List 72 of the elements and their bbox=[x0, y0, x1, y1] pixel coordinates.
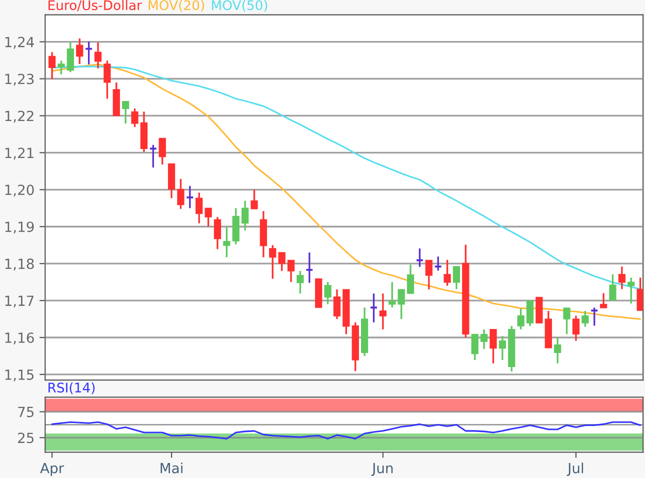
y-tick-label: 1,18 bbox=[5, 258, 34, 270]
candlestick bbox=[94, 42, 102, 70]
x-tick-label: Jun bbox=[371, 463, 393, 476]
y-tick-label: 1,19 bbox=[5, 222, 34, 234]
candlestick bbox=[148, 144, 158, 168]
candlestick bbox=[48, 51, 56, 80]
candlestick bbox=[122, 100, 130, 124]
candlestick bbox=[158, 137, 166, 166]
candlestick bbox=[278, 252, 286, 272]
candlestick bbox=[204, 207, 212, 228]
x-tick-label: Apr bbox=[40, 463, 64, 476]
candlestick bbox=[370, 292, 378, 324]
y-tick-label: 1,20 bbox=[5, 184, 34, 197]
y-tick-label: 1,15 bbox=[5, 370, 34, 382]
candlestick bbox=[287, 259, 295, 283]
text: MOV(50) bbox=[212, 0, 268, 12]
candlestick bbox=[425, 259, 432, 290]
text: Euro/Us-Dollar bbox=[48, 0, 142, 12]
candlestick bbox=[324, 281, 332, 306]
candlestick bbox=[590, 306, 599, 327]
x-tick-label: Mai bbox=[160, 462, 182, 474]
candlestick bbox=[600, 292, 608, 309]
y-tick-label: 25 bbox=[18, 432, 34, 444]
candlestick bbox=[526, 300, 534, 327]
candlestick bbox=[104, 60, 111, 100]
candlestick bbox=[434, 256, 442, 272]
candlestick bbox=[636, 276, 644, 312]
candlestick bbox=[379, 292, 387, 330]
candlestick bbox=[480, 328, 488, 350]
candlestick bbox=[250, 188, 258, 210]
candlestick bbox=[186, 185, 194, 209]
candlestick bbox=[269, 244, 276, 280]
candlestick bbox=[214, 216, 222, 250]
candlestick bbox=[296, 270, 304, 294]
y-tick-label: 1,21 bbox=[5, 148, 34, 160]
candlestick bbox=[563, 307, 570, 336]
candlestick bbox=[177, 178, 184, 210]
candlestick bbox=[498, 335, 506, 361]
y-tick-label: 1,22 bbox=[5, 110, 34, 123]
candlestick bbox=[471, 333, 478, 361]
x-tick-label: Jul bbox=[566, 462, 584, 476]
candlestick bbox=[609, 273, 616, 302]
candlestick bbox=[628, 276, 635, 304]
candlestick bbox=[618, 266, 626, 290]
text: RSI(14) bbox=[48, 382, 95, 394]
candlestick bbox=[242, 200, 249, 232]
candlestick bbox=[305, 252, 314, 284]
candlestick bbox=[196, 192, 203, 224]
candlestick bbox=[444, 259, 451, 287]
candlestick bbox=[76, 38, 84, 65]
candlestick bbox=[398, 288, 405, 320]
candlestick bbox=[84, 40, 93, 66]
candlestick bbox=[517, 307, 524, 330]
candlestick bbox=[582, 310, 589, 328]
candlestick bbox=[452, 266, 460, 290]
candlestick bbox=[406, 264, 414, 294]
candlestick bbox=[333, 288, 341, 320]
y-tick-label: 1,17 bbox=[5, 296, 34, 308]
candlestick bbox=[131, 108, 138, 128]
candlestick bbox=[223, 226, 230, 258]
y-tick-label: 75 bbox=[18, 406, 34, 418]
text: MOV(20) bbox=[148, 0, 204, 12]
y-tick-label: 1,24 bbox=[5, 36, 34, 49]
candlestick bbox=[572, 314, 580, 342]
y-tick-label: 1,23 bbox=[5, 74, 34, 86]
line-series bbox=[51, 421, 642, 440]
candlestick bbox=[388, 281, 396, 308]
y-tick-label: 1,16 bbox=[5, 332, 34, 344]
candlestick bbox=[554, 336, 562, 364]
candlestick bbox=[58, 60, 65, 76]
candlestick bbox=[66, 42, 74, 73]
candlestick bbox=[490, 328, 497, 364]
